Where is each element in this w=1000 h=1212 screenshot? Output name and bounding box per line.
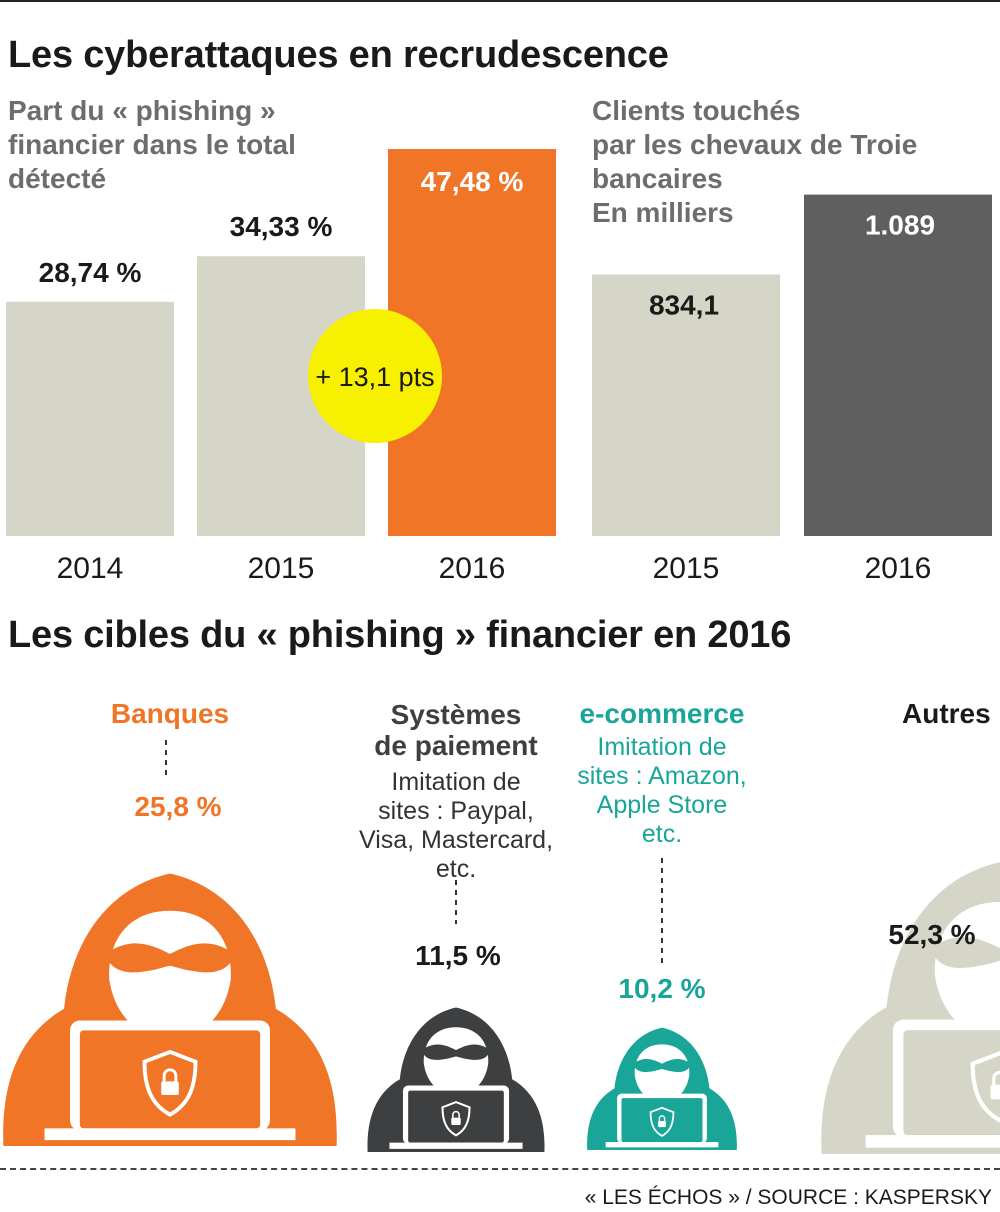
mask-shape [930, 936, 1000, 968]
target-name-banques: Banques [111, 698, 229, 729]
hooded-hacker-icon [367, 1007, 545, 1152]
target-name-ecommerce: e-commerce [580, 698, 745, 729]
bar-charts: 28,74 % 2014 34,33 % 2015 47,48 % 2016 834,1 20… [6, 149, 992, 585]
x-tick-label: 2016 [865, 552, 932, 585]
target-value-banques: 25,8 % [134, 791, 221, 822]
lock-shield-icon [649, 1106, 675, 1137]
mask-shape [632, 1059, 692, 1073]
top-rule [0, 0, 1000, 2]
laptop-base [389, 1142, 523, 1149]
target-name-paiement: de paiement [374, 730, 537, 761]
hooded-hacker-icon [3, 873, 337, 1146]
right-subtitle-line: bancaires [592, 163, 723, 194]
x-tick-label: 2016 [439, 552, 506, 585]
section-title: Les cibles du « phishing » financier en … [8, 614, 792, 656]
laptop-base [865, 1135, 1000, 1148]
increase-badge-label: + 13,1 pts [315, 362, 434, 392]
bar-trojan-2015 [592, 274, 780, 536]
left-subtitle-line: financier dans le total [8, 129, 296, 160]
main-title: Les cyberattaques en recrudescence [8, 34, 669, 76]
laptop-screen [79, 1030, 261, 1129]
bar-value-label: 47,48 % [421, 166, 524, 197]
target-value-ecommerce: 10,2 % [618, 973, 705, 1004]
target-desc-line: Imitation de [391, 768, 520, 796]
right-chart-subtitle: Clients touchés par les chevaux de Troie… [592, 94, 917, 230]
face-shape [423, 1027, 489, 1095]
face-shape [934, 902, 1000, 1039]
right-subtitle-line: En milliers [592, 197, 734, 228]
x-tick-label: 2015 [248, 552, 315, 585]
bar-value-label: 834,1 [649, 290, 719, 321]
target-value-paiement: 11,5 % [415, 940, 501, 971]
left-subtitle-line: détecté [8, 163, 107, 194]
source-credit: « LES ÉCHOS » / SOURCE : KASPERSKY [584, 1186, 992, 1209]
target-desc-line: etc. [436, 855, 476, 883]
bar-value-label: 34,33 % [230, 211, 333, 242]
lock-body [161, 1081, 179, 1096]
right-subtitle-line: Clients touchés [592, 95, 801, 126]
lock-body [658, 1120, 666, 1128]
x-tick-label: 2014 [57, 552, 124, 585]
target-name-autres: Autres [902, 698, 991, 729]
mask-shape [105, 943, 235, 973]
target-desc-line: Apple Store [597, 791, 728, 819]
target-value-autres: 52,3 % [888, 919, 975, 950]
target-name-paiement: Systèmes [391, 699, 522, 730]
bar-trojan-2016 [804, 194, 992, 536]
left-chart-subtitle: Part du « phishing » financier dans le t… [8, 94, 296, 196]
hooded-hacker-icon [587, 1027, 737, 1150]
bar-value-label: 1.089 [865, 210, 935, 241]
lock-body [451, 1117, 461, 1125]
increase-badge [308, 309, 442, 443]
target-desc-line: etc. [642, 820, 682, 848]
bar-value-label: 28,74 % [39, 257, 142, 288]
lock-shackle [452, 1110, 460, 1118]
x-tick-label: 2015 [653, 552, 720, 585]
lock-shackle [992, 1070, 1000, 1085]
lock-shackle [658, 1115, 666, 1121]
face-shape [634, 1044, 690, 1102]
target-desc-line: Imitation de [597, 733, 726, 761]
bar-phishing-2014 [6, 301, 174, 536]
lock-body [990, 1084, 1000, 1100]
mask-shape [421, 1044, 491, 1060]
lock-shield-icon [142, 1049, 198, 1117]
target-desc-line: Visa, Mastercard, [359, 826, 553, 854]
footer-divider [0, 1168, 1000, 1170]
right-subtitle-line: par les chevaux de Troie [592, 129, 918, 160]
face-shape [109, 910, 231, 1039]
target-desc-line: sites : Paypal, [378, 797, 534, 825]
laptop-screen [408, 1090, 504, 1143]
lock-shield-icon [970, 1050, 1000, 1123]
lock-shackle [162, 1068, 178, 1082]
lock-shield-icon [441, 1100, 471, 1137]
target-desc-line: sites : Amazon, [577, 762, 747, 790]
laptop-base [44, 1128, 296, 1141]
left-subtitle-line: Part du « phishing » [8, 95, 276, 126]
laptop-screen [903, 1030, 1000, 1136]
laptop-screen [621, 1098, 703, 1143]
laptop-base [605, 1142, 719, 1148]
hooded-hacker-icon [821, 862, 1000, 1154]
